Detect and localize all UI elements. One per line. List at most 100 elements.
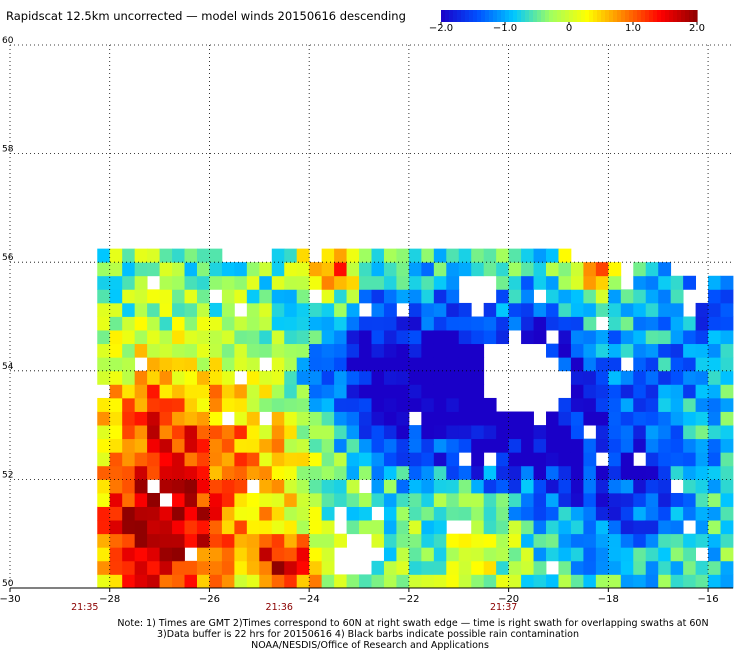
heatmap-cell [396,343,410,358]
heatmap-cell [483,547,497,562]
heatmap-cell [371,465,385,480]
heatmap-cell [159,316,173,331]
heatmap-cell [408,289,422,304]
heatmap-cell [259,343,273,358]
heatmap-cell [271,275,285,290]
heatmap-cell [346,506,360,521]
heatmap-cell [396,316,410,331]
heatmap-cell [570,547,584,562]
heatmap-cell [321,330,335,345]
heatmap-cell [421,506,435,521]
heatmap-cell [309,370,323,385]
heatmap-cell [284,411,298,426]
heatmap-cell [670,533,684,548]
heatmap-cell [695,465,709,480]
heatmap-cell [234,520,248,535]
heatmap-cell [271,574,285,589]
heatmap-cell [321,384,335,399]
heatmap-cell [246,506,260,521]
heatmap-cell [645,492,659,507]
heatmap-cell [496,506,510,521]
heatmap-cell [383,479,397,494]
heatmap-cell [334,397,347,412]
heatmap-cell [658,425,672,440]
plot-frame [9,44,733,589]
heatmap-cell [309,465,323,480]
heatmap-cell [558,465,572,480]
heatmap-cell [147,357,160,372]
heatmap-cell [446,248,460,263]
heatmap-cell [172,438,185,453]
heatmap-cell [396,248,410,263]
colorbar-tick-label: −2.0 [429,23,453,34]
heatmap-cell [683,479,697,494]
heatmap-cell [483,533,497,548]
heatmap-cell [546,520,559,535]
heatmap-cell [234,425,248,440]
heatmap-cell [645,479,659,494]
heatmap-cell [446,506,460,521]
heatmap-cell [508,248,522,263]
heatmap-cell [521,520,534,535]
heatmap-cell [521,506,534,521]
heatmap-cell [558,547,572,562]
heatmap-cell [259,262,273,277]
heatmap-cell [396,452,410,467]
heatmap-cell [583,330,597,345]
heatmap-cell [259,520,273,535]
heatmap-cell [458,302,472,317]
heatmap-cell [720,302,734,317]
heatmap-cell [122,520,136,535]
heatmap-cell [645,289,659,304]
heatmap-cell [471,506,485,521]
colorbar-segment [577,10,582,22]
heatmap-cell [658,438,672,453]
heatmap-cell [284,465,298,480]
heatmap-cell [471,316,485,331]
heatmap-cell [483,425,497,440]
heatmap-cell [196,384,210,399]
heatmap-cell [246,574,260,589]
heatmap-cell [521,547,534,562]
heatmap-cell [483,262,497,277]
heatmap-cell [708,492,721,507]
heatmap-cell [159,438,173,453]
heatmap-cell [433,397,447,412]
heatmap-cell [533,302,547,317]
heatmap-cell [221,492,235,507]
colorbar-segment [565,10,570,22]
heatmap-cell [134,384,148,399]
heatmap-cell [670,316,684,331]
heatmap-cell [184,302,198,317]
heatmap-cell [446,425,460,440]
heatmap-cell [184,262,198,277]
heatmap-cell [221,425,235,440]
colorbar-segment [537,10,542,22]
heatmap-cell [159,302,173,317]
colorbar-segment [521,10,526,22]
heatmap-cell [122,425,136,440]
heatmap-cell [122,302,136,317]
heatmap-cell [383,397,397,412]
heatmap-cell [496,574,510,589]
heatmap-cell [334,316,347,331]
heatmap-cell [134,316,148,331]
heatmap-cell [321,248,335,263]
heatmap-cell [271,302,285,317]
heatmap-cell [546,465,559,480]
heatmap-cell [371,560,385,575]
heatmap-cell [284,438,298,453]
heatmap-cell [97,574,111,589]
heatmap-cell [496,425,510,440]
heatmap-cell [633,330,647,345]
heatmap-cell [134,275,148,290]
heatmap-cell [147,302,160,317]
colorbar-segment [613,10,618,22]
heatmap-cell [496,289,510,304]
heatmap-cell [271,248,285,263]
heatmap-cell [371,302,385,317]
heatmap-cell [346,262,360,277]
heatmap-cell [147,533,160,548]
heatmap-cell [284,520,298,535]
heatmap-cell [708,275,721,290]
